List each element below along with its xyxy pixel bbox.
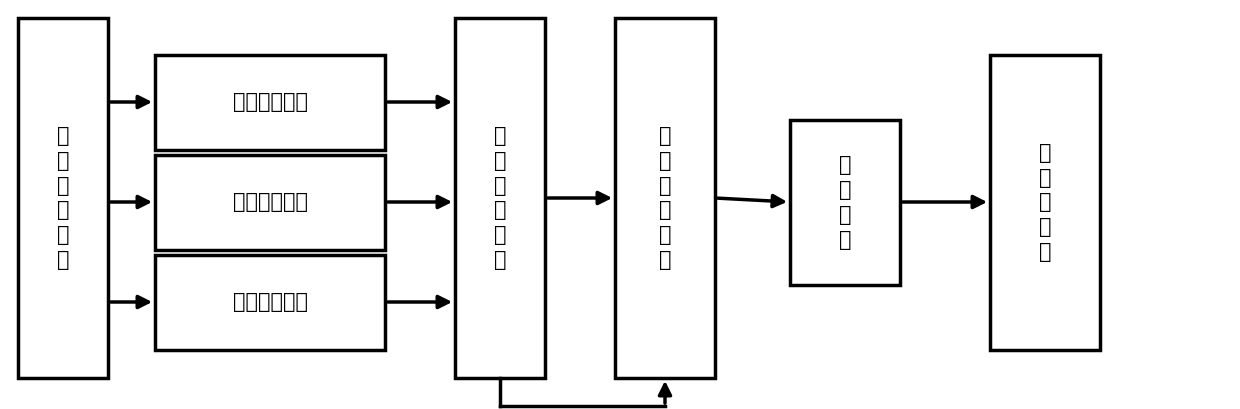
Bar (790, 120, 900, 285)
Text: 驱
动
单
元: 驱 动 单 元 (838, 155, 851, 250)
Text: 储
能
逆
变
器: 储 能 逆 变 器 (1039, 143, 1052, 262)
Bar (990, 55, 1100, 350)
Bar (155, 55, 384, 150)
Bar (155, 155, 384, 250)
Text: 电流采集单元: 电流采集单元 (233, 193, 308, 213)
Text: 电压采集单元: 电压采集单元 (233, 292, 308, 312)
Bar (19, 18, 108, 378)
Text: 相
内
控
制
单
元: 相 内 控 制 单 元 (494, 126, 506, 270)
Bar (615, 18, 715, 378)
Text: 电
池
管
理
单
元: 电 池 管 理 单 元 (57, 126, 69, 270)
Text: 电池荷电状态: 电池荷电状态 (233, 92, 308, 112)
Text: 相
间
控
制
单
元: 相 间 控 制 单 元 (658, 126, 671, 270)
Bar (455, 18, 546, 378)
Bar (155, 255, 384, 350)
